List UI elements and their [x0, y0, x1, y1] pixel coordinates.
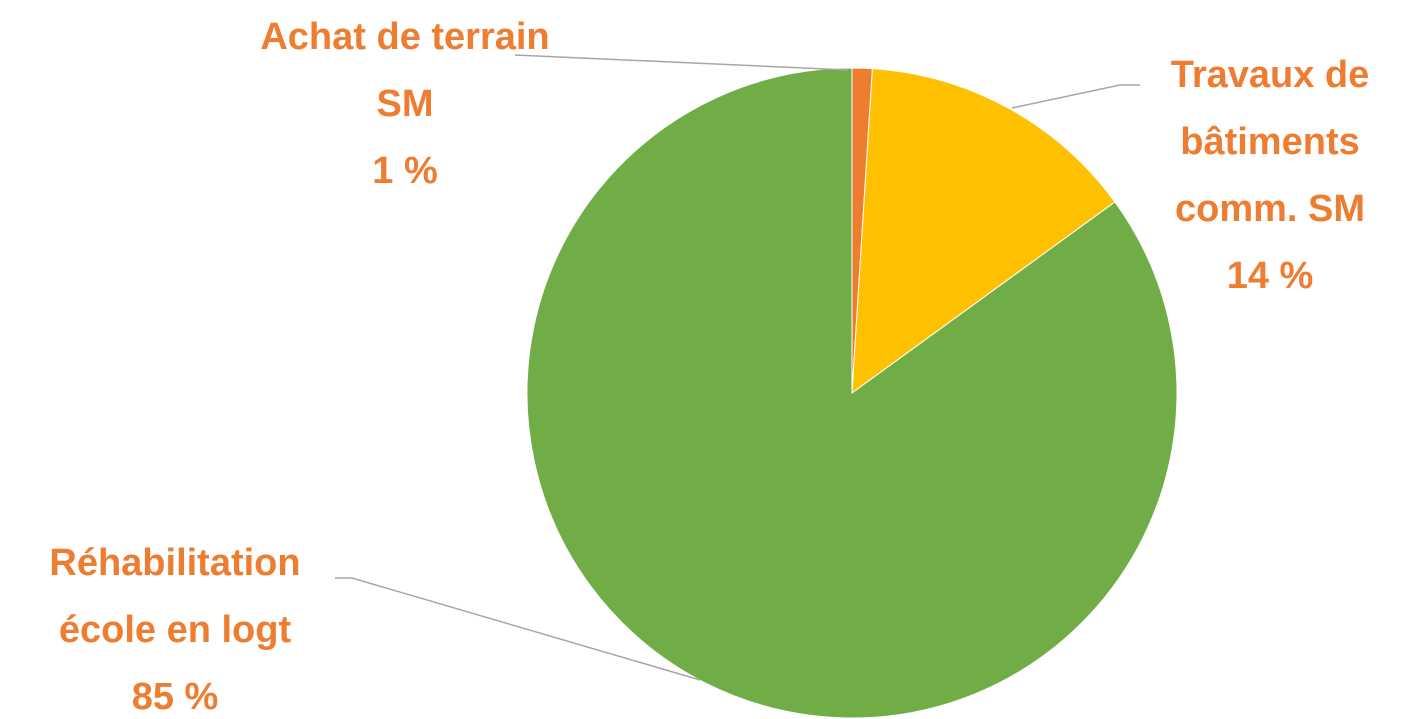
category-label: Réhabilitation école en logt	[49, 542, 301, 651]
slice-label: Achat de terrain SM 1 %	[255, 4, 555, 205]
value-label: 14 %	[1226, 255, 1314, 297]
pie-slice	[851, 68, 1116, 395]
slices	[526, 67, 1178, 719]
leader-line	[335, 577, 701, 681]
category-label: Travaux de bâtiments comm. SM	[1170, 54, 1370, 230]
category-label: Achat de terrain SM	[260, 16, 550, 125]
leader-line	[514, 54, 849, 71]
slice-label: Réhabilitation école en logt 85 %	[5, 530, 345, 719]
pie-slice	[526, 67, 1178, 719]
slice-label: Travaux de bâtiments comm. SM 14 %	[1140, 42, 1400, 310]
value-label: 1 %	[372, 150, 438, 192]
value-label: 85 %	[131, 676, 219, 718]
leader-line	[1011, 84, 1140, 109]
